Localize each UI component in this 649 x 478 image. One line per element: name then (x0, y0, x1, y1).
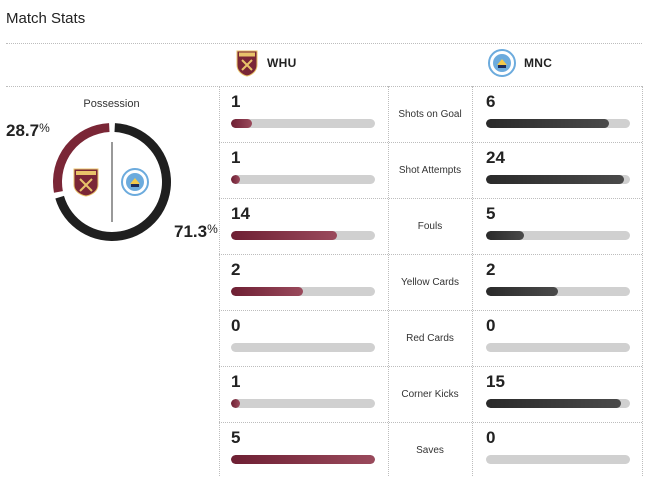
away-stat-value: 2 (486, 260, 496, 279)
away-stat-bar-fill (486, 119, 610, 128)
away-stat-bar-fill (486, 231, 524, 240)
page-title: Match Stats (6, 10, 86, 27)
stat-label: Saves (416, 444, 444, 456)
home-possession-number: 28.7 (6, 121, 40, 140)
away-stat-bar (486, 399, 630, 408)
stat-label: Shots on Goal (398, 108, 462, 120)
away-stat-bar-fill (486, 287, 558, 296)
home-stat-bar-fill (231, 119, 252, 128)
home-stat-value: 5 (231, 428, 241, 447)
home-stat-bar-fill (231, 175, 240, 184)
home-stat-bar-fill (231, 231, 338, 240)
home-stat-value: 2 (231, 260, 241, 279)
man-city-crest-icon (121, 168, 149, 196)
home-stat-bar (231, 455, 375, 464)
row-divider (219, 142, 642, 143)
away-stat-bar (486, 287, 630, 296)
stat-row-saves: 5 Saves 0 (219, 422, 642, 478)
home-stat-value: 14 (231, 204, 250, 223)
away-stat-value: 0 (486, 428, 496, 447)
west-ham-crest-icon (73, 168, 99, 197)
possession-label: Possession (83, 98, 140, 110)
away-stat-value: 0 (486, 316, 496, 335)
row-divider (219, 366, 642, 367)
home-possession-unit: % (39, 121, 50, 135)
away-stat-bar (486, 343, 630, 352)
label-column-left-edge (388, 86, 389, 476)
header-divider (6, 86, 642, 87)
home-stat-value: 1 (231, 372, 241, 391)
home-stat-bar (231, 287, 375, 296)
possession-donut (53, 123, 171, 241)
home-stat-bar-fill (231, 287, 303, 296)
home-team-abbr: WHU (267, 56, 297, 70)
home-stat-bar (231, 231, 375, 240)
possession-arc-home (53, 123, 110, 193)
stat-row-fouls: 14 Fouls 5 (219, 198, 642, 254)
stat-row-yellow-cards: 2 Yellow Cards 2 (219, 254, 642, 310)
stat-row-corner-kicks: 1 Corner Kicks 15 (219, 366, 642, 422)
home-stat-bar-fill (231, 399, 240, 408)
away-possession-unit: % (207, 222, 218, 236)
stat-label: Shot Attempts (398, 164, 462, 176)
stats-right-edge (642, 86, 643, 476)
away-possession-number: 71.3 (174, 222, 208, 241)
away-team-abbr: MNC (524, 56, 553, 70)
home-possession-value: 28.7% (6, 121, 50, 141)
away-team-header: MNC (488, 49, 552, 77)
away-stat-value: 5 (486, 204, 496, 223)
west-ham-crest-icon (236, 50, 258, 77)
away-stat-value: 15 (486, 372, 505, 391)
stats-left-edge (219, 86, 220, 476)
stat-label: Red Cards (406, 332, 454, 344)
away-stat-bar (486, 231, 630, 240)
man-city-crest-icon (488, 49, 516, 77)
label-column-right-edge (472, 86, 473, 476)
home-stat-bar (231, 175, 375, 184)
away-stat-bar (486, 455, 630, 464)
row-divider (219, 198, 642, 199)
stat-label: Yellow Cards (401, 276, 459, 288)
stat-row-shot-attempts: 1 Shot Attempts 24 (219, 142, 642, 198)
away-possession-value: 71.3% (174, 222, 218, 242)
home-stat-bar (231, 343, 375, 352)
row-divider (219, 422, 642, 423)
away-stat-bar (486, 175, 630, 184)
row-divider (219, 254, 642, 255)
away-stat-bar-fill (486, 399, 621, 408)
row-divider (219, 310, 642, 311)
home-team-header: WHU (235, 49, 297, 77)
title-divider (6, 43, 642, 44)
stat-label: Fouls (417, 220, 443, 232)
home-stat-bar (231, 399, 375, 408)
stat-label: Corner Kicks (401, 388, 459, 400)
stat-row-red-cards: 0 Red Cards 0 (219, 310, 642, 366)
home-stat-value: 1 (231, 148, 241, 167)
home-stat-value: 1 (231, 92, 241, 111)
home-stat-bar-fill (231, 455, 375, 464)
home-stat-value: 0 (231, 316, 241, 335)
home-stat-bar (231, 119, 375, 128)
stat-row-shots-on-goal: 1 Shots on Goal 6 (219, 86, 642, 142)
away-stat-value: 24 (486, 148, 505, 167)
away-stat-bar-fill (486, 175, 625, 184)
away-stat-value: 6 (486, 92, 496, 111)
away-stat-bar (486, 119, 630, 128)
